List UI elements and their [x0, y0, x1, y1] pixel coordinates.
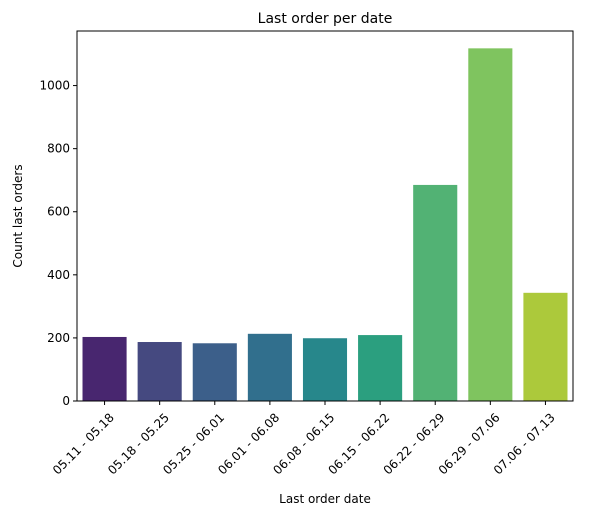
bar-4 [247, 333, 292, 401]
bar-2 [137, 342, 182, 401]
y-tick-label: 0 [62, 394, 70, 408]
y-tick-label: 200 [47, 331, 70, 345]
y-tick-label: 800 [47, 142, 70, 156]
y-axis-label: Count last orders [11, 164, 25, 267]
bar-7 [413, 184, 458, 401]
x-axis-label: Last order date [279, 492, 371, 506]
bar-5 [302, 338, 348, 401]
y-axis: 0 200 400 600 800 1000 [39, 79, 77, 408]
bar-6 [358, 335, 403, 401]
y-tick-label: 600 [47, 205, 70, 219]
bars-group [82, 48, 568, 401]
bar-1 [82, 336, 127, 401]
y-tick-label: 1000 [39, 79, 70, 93]
y-tick-label: 400 [47, 268, 70, 282]
chart-title: Last order per date [258, 11, 393, 27]
bar-8 [468, 48, 513, 401]
bar-3 [192, 343, 237, 401]
bar-9 [523, 292, 568, 401]
